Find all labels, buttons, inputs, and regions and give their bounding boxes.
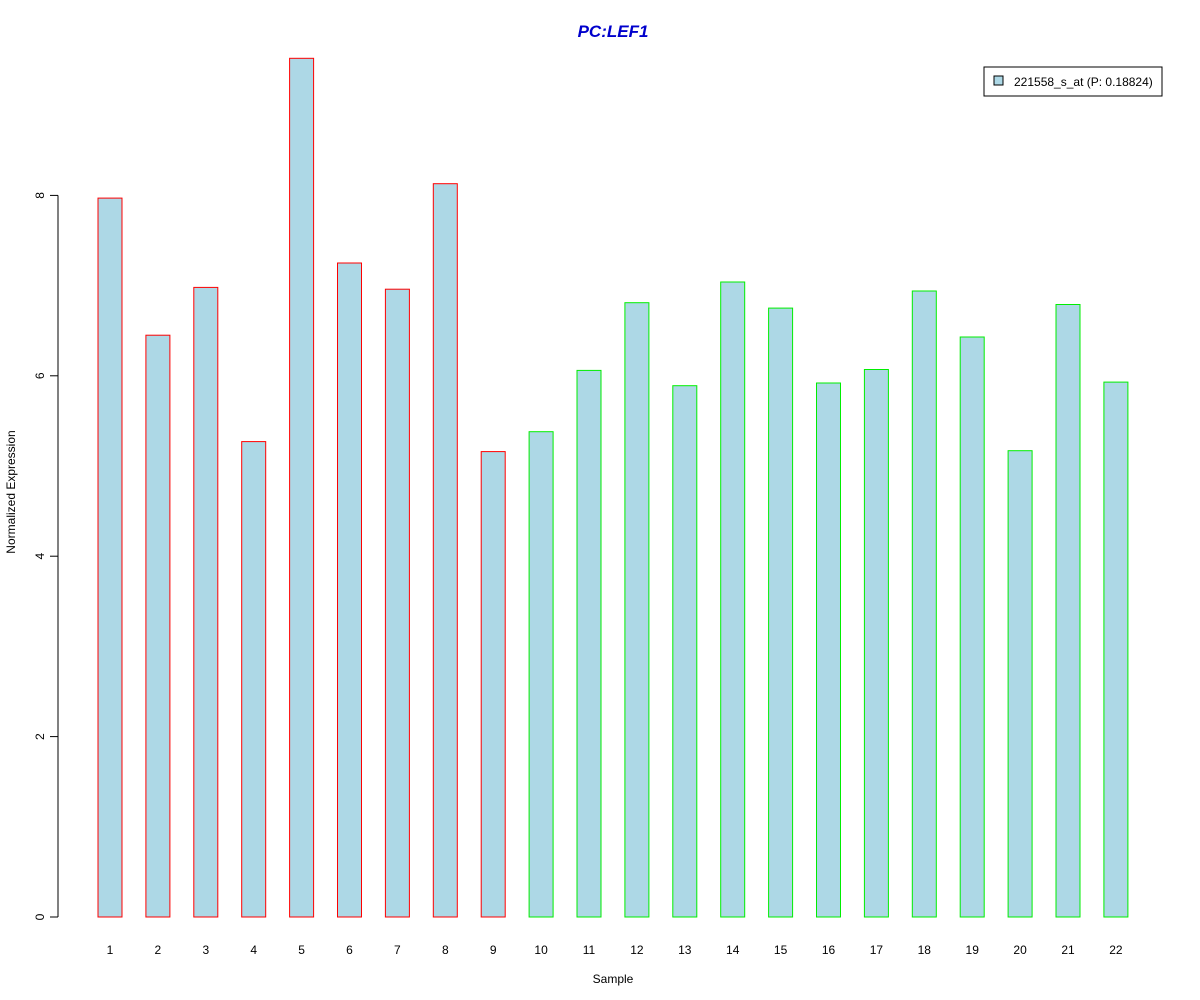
bar-sample-3 bbox=[193, 286, 219, 918]
y-tick-label: 6 bbox=[33, 372, 47, 379]
bar-sample-21 bbox=[1055, 304, 1081, 918]
x-tick-label: 18 bbox=[918, 943, 932, 957]
x-tick-label: 16 bbox=[822, 943, 836, 957]
legend-label: 221558_s_at (P: 0.18824) bbox=[1014, 75, 1153, 89]
x-tick-label: 6 bbox=[346, 943, 353, 957]
x-axis-label: Sample bbox=[593, 972, 634, 986]
x-tick-label: 1 bbox=[107, 943, 114, 957]
y-axis: 0 2 4 6 8 bbox=[33, 192, 59, 920]
x-tick-label: 22 bbox=[1109, 943, 1123, 957]
bar-sample-14 bbox=[720, 281, 746, 918]
bar-sample-16 bbox=[816, 382, 841, 918]
x-tick-label: 4 bbox=[250, 943, 257, 957]
y-tick-label: 8 bbox=[33, 192, 47, 199]
x-tick-label: 19 bbox=[966, 943, 980, 957]
legend-swatch bbox=[993, 75, 1004, 86]
y-tick-label: 4 bbox=[33, 553, 47, 560]
bar-sample-1 bbox=[97, 197, 123, 918]
bar-sample-6 bbox=[337, 262, 362, 918]
x-tick-labels: 1 2 3 4 5 6 7 8 9 10 11 12 13 14 15 16 17 18 19 20 21 22 bbox=[107, 943, 1123, 957]
bar-sample-7 bbox=[384, 288, 410, 918]
x-tick-label: 3 bbox=[202, 943, 209, 957]
x-tick-label: 5 bbox=[298, 943, 305, 957]
bar-sample-19 bbox=[959, 336, 985, 918]
bar-sample-11 bbox=[576, 369, 602, 918]
bar-sample-5 bbox=[289, 57, 315, 918]
bars-group bbox=[97, 57, 1129, 918]
x-tick-label: 14 bbox=[726, 943, 740, 957]
x-tick-label: 17 bbox=[870, 943, 884, 957]
x-tick-label: 2 bbox=[155, 943, 162, 957]
x-tick-label: 12 bbox=[630, 943, 644, 957]
y-axis-label: Normalized Expression bbox=[4, 430, 18, 553]
legend-box bbox=[983, 66, 1163, 97]
bar-sample-2 bbox=[145, 334, 171, 918]
x-tick-label: 9 bbox=[490, 943, 497, 957]
bar-sample-9 bbox=[480, 451, 506, 918]
x-tick-label: 20 bbox=[1013, 943, 1027, 957]
bar-sample-10 bbox=[528, 431, 554, 918]
bar-sample-8 bbox=[432, 183, 458, 918]
bar-sample-4 bbox=[241, 441, 267, 918]
bar-sample-20 bbox=[1007, 450, 1033, 918]
x-tick-label: 15 bbox=[774, 943, 788, 957]
x-tick-label: 11 bbox=[583, 943, 596, 957]
bar-sample-12 bbox=[624, 302, 650, 918]
legend: 221558_s_at (P: 0.18824) bbox=[983, 66, 1163, 97]
x-tick-label: 13 bbox=[678, 943, 692, 957]
y-tick-label: 0 bbox=[33, 913, 47, 920]
bar-sample-17 bbox=[863, 369, 889, 918]
x-tick-label: 21 bbox=[1061, 943, 1075, 957]
bar-sample-15 bbox=[768, 307, 794, 918]
x-tick-label: 7 bbox=[394, 943, 401, 957]
bar-sample-13 bbox=[672, 385, 698, 918]
bar-sample-18 bbox=[911, 290, 937, 918]
bar-sample-22 bbox=[1103, 381, 1129, 918]
chart-title: PC:LEF1 bbox=[578, 22, 649, 41]
x-tick-label: 8 bbox=[442, 943, 449, 957]
y-tick-label: 2 bbox=[33, 733, 47, 740]
x-tick-label: 10 bbox=[534, 943, 548, 957]
